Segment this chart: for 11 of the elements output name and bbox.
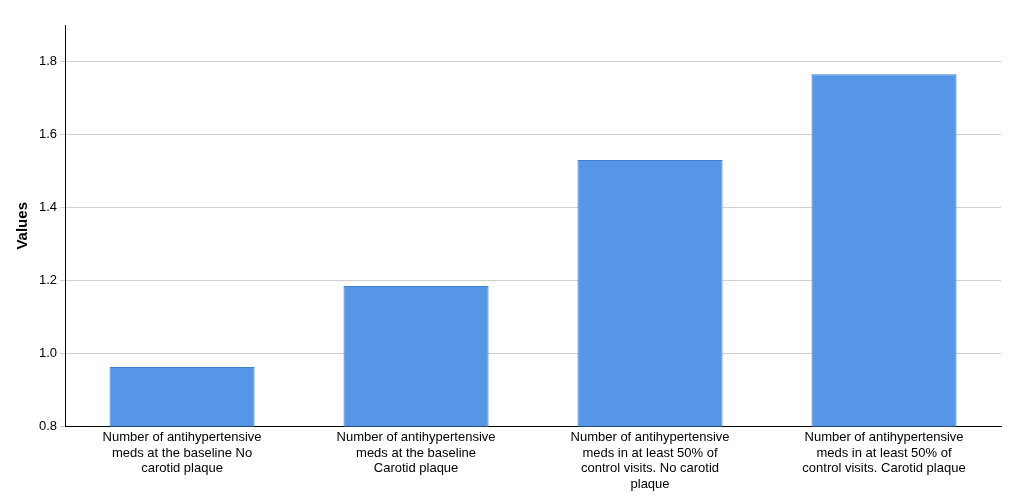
y-tick-label: 1.6	[38, 126, 58, 142]
x-tick-label: Number of antihypertensive meds in at least 50% of control visits. Carotid plaque	[802, 428, 966, 476]
x-tick-label: Number of antihypertensive meds at the baseline No carotid plaque	[102, 428, 262, 476]
y-tick-label: 1.4	[38, 199, 58, 215]
y-tick-label: 1.2	[38, 272, 58, 288]
y-axis-title: Values	[13, 202, 31, 250]
x-tick-label: Number of antihypertensive meds in at least 50% of control visits. No carotid plaque	[570, 428, 730, 491]
y-tick-label: 1.0	[38, 345, 58, 361]
y-tick-label: 1.8	[38, 53, 58, 69]
y-tick-label: 0.8	[38, 418, 58, 434]
x-tick-label: Number of antihypertensive meds at the baseline Carotid plaque	[336, 428, 496, 476]
